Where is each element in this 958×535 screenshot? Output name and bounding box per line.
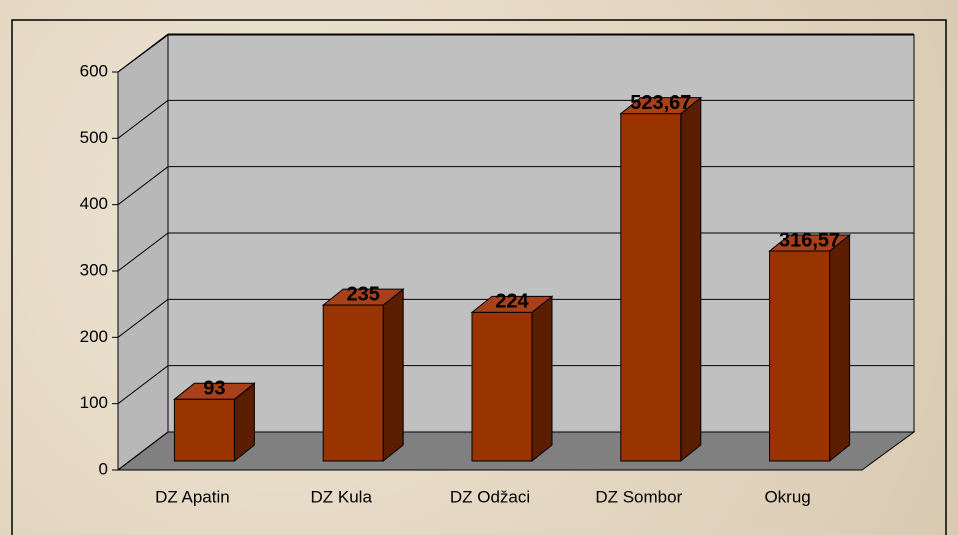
y-tick-label: 100 (80, 393, 108, 412)
data-label: 316,57 (779, 229, 840, 251)
y-tick-label: 400 (80, 194, 108, 213)
grid-line (117, 365, 169, 405)
bar (620, 113, 682, 462)
y-tick-label: 300 (80, 260, 108, 279)
data-label: 235 (347, 283, 380, 305)
y-tick-label: 0 (99, 459, 108, 478)
bar-side (382, 288, 404, 463)
grid-line (117, 166, 169, 206)
x-tick-label: DZ Sombor (595, 487, 682, 506)
data-label: 224 (495, 291, 529, 313)
bar (769, 250, 831, 462)
chart-frame (11, 19, 947, 535)
bar-side (531, 295, 553, 463)
x-tick-label: DZ Kula (310, 487, 372, 506)
y-tick-label: 200 (80, 327, 108, 346)
grid-line (117, 298, 169, 338)
y-tick-label: 500 (80, 128, 108, 147)
grid-line (117, 99, 169, 139)
data-label: 93 (203, 378, 225, 400)
bar (173, 398, 235, 462)
y-tick-label: 600 (80, 61, 108, 80)
x-tick-label: DZ Apatin (155, 487, 230, 506)
bar (322, 304, 384, 462)
grid-line (117, 431, 169, 471)
x-tick-label: Okrug (764, 487, 810, 506)
data-label: 523,67 (630, 92, 691, 114)
bar (471, 311, 533, 462)
grid-line (117, 232, 169, 272)
bar-side (680, 96, 702, 463)
bar-side (829, 233, 851, 463)
grid-line (117, 33, 169, 73)
x-tick-label: DZ Odžaci (450, 487, 530, 506)
